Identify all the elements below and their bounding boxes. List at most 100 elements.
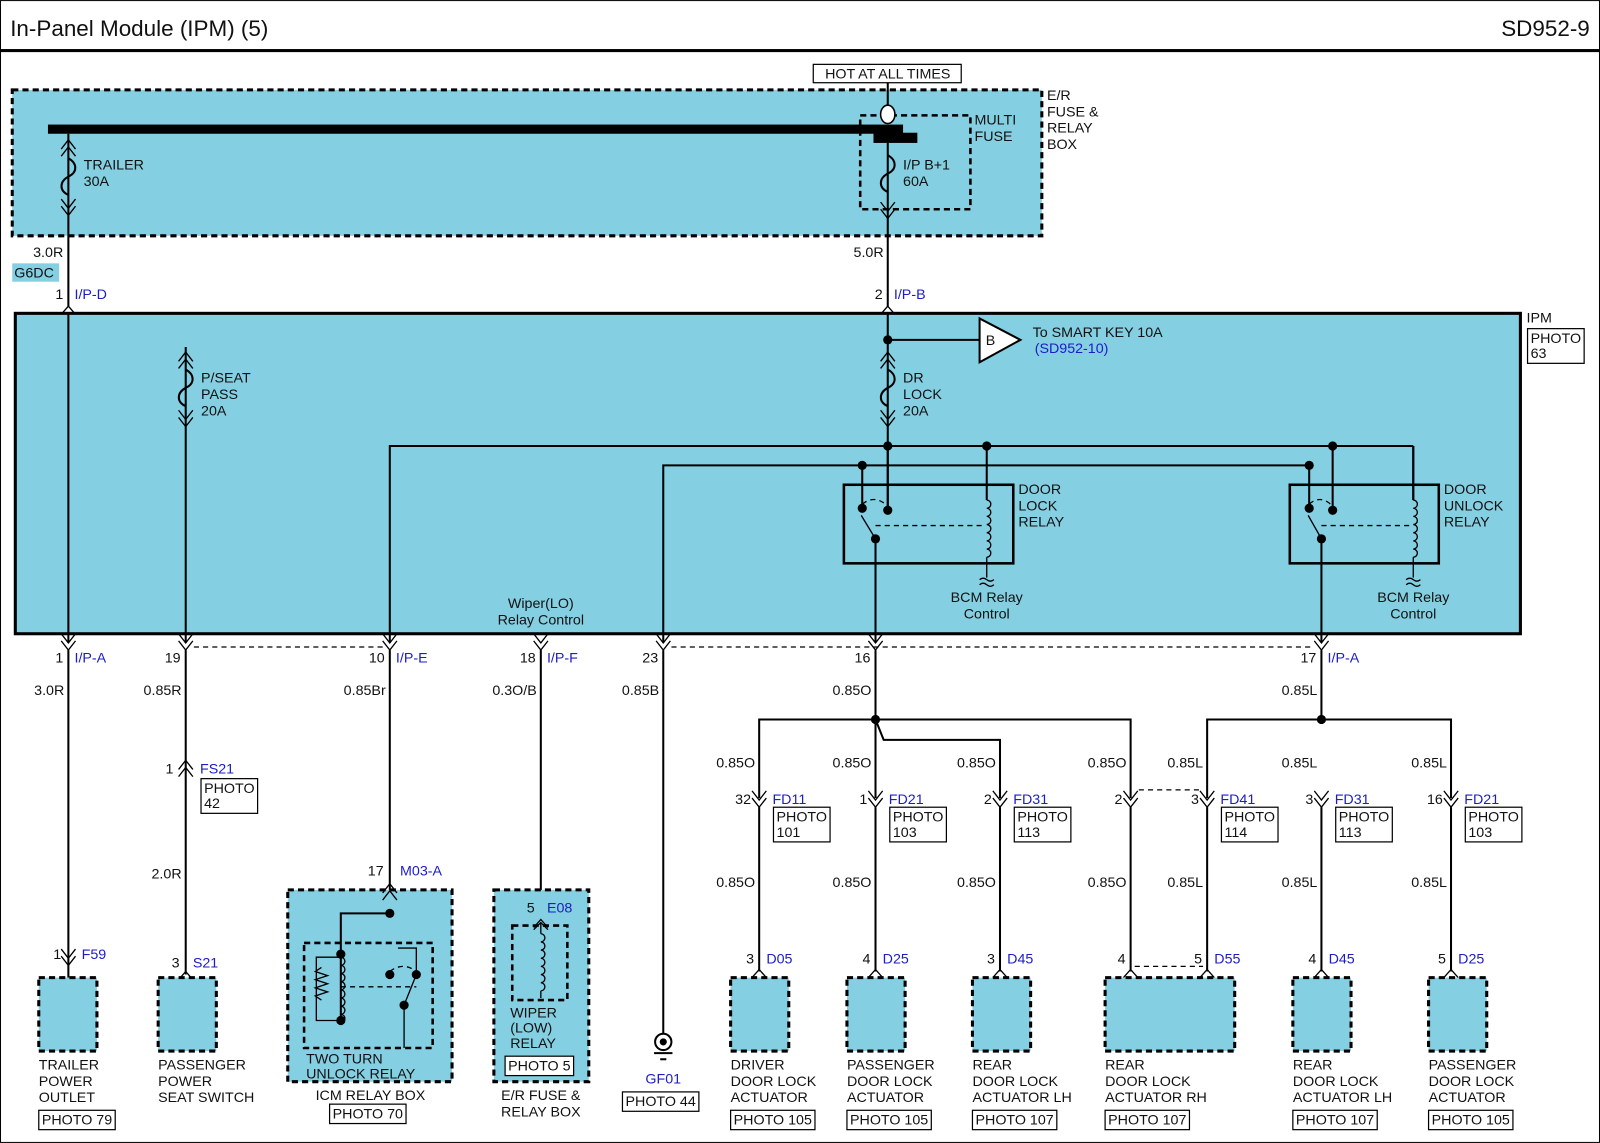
relay-armature-icon	[1308, 498, 1334, 507]
photo-ref-box	[1104, 1109, 1191, 1131]
multi-fuse-label: FUSE	[974, 129, 1012, 145]
pin-number: 1	[859, 792, 867, 808]
connector-icon	[880, 409, 896, 421]
relay-contact	[336, 1015, 346, 1026]
er-fuse-relay-box	[10, 88, 1044, 238]
photo-ref-text: 42	[204, 796, 220, 812]
photo-ref-text: PHOTO	[777, 810, 827, 826]
wiper-low-relay	[510, 924, 569, 1002]
photo-ref-box	[1335, 806, 1393, 843]
photo-ref-box	[971, 1109, 1058, 1131]
bcm-control-icon	[1405, 577, 1421, 587]
connector-id: D25	[883, 951, 909, 967]
door-lock-actuator	[1103, 976, 1237, 1053]
inline-connector-icon	[1313, 790, 1330, 802]
actuator-name: PASSENGER	[847, 1057, 935, 1073]
actuator-name: ACTUATOR	[1429, 1090, 1506, 1106]
pin-number: 19	[165, 650, 181, 666]
actuator-name: ACTUATOR	[731, 1090, 808, 1106]
pin-number: 2	[875, 287, 883, 303]
er-fuse-relay-box-wiper	[492, 888, 591, 1084]
ipm-module	[13, 311, 1522, 636]
fusible-link-icon	[879, 104, 896, 125]
wiper-photo-ref: PHOTO 5	[504, 1055, 575, 1077]
device-name: RELAY BOX	[501, 1104, 581, 1120]
ipb-fuse-icon	[879, 154, 896, 193]
pseat-fuse-icon	[177, 368, 194, 408]
photo-ref-text: PHOTO	[1017, 810, 1067, 826]
inline-connector-icon	[867, 790, 884, 802]
icm-relay-box	[286, 888, 454, 1084]
inline-connector-icon	[1199, 790, 1215, 802]
pseat-fuse-label: PASS	[201, 387, 238, 403]
smart-key-label: To SMART KEY 10A	[1033, 325, 1164, 341]
trailer-photo-ref: PHOTO 79	[38, 1109, 116, 1131]
pin-number: 18	[520, 650, 536, 666]
relay-label: UNLOCK RELAY	[306, 1067, 416, 1083]
photo-ref-box	[846, 1109, 932, 1131]
relay-box	[1288, 483, 1441, 565]
hot-at-all-times-label: HOT AT ALL TIMES	[825, 67, 950, 83]
actuator-photo-ref: PHOTO 105	[730, 1109, 816, 1131]
wire-label: 0.85O	[1088, 875, 1127, 891]
pseat-fuse-label: P/SEAT	[201, 371, 251, 387]
ipm-connector-icon	[1313, 633, 1330, 645]
pin-number: 10	[369, 650, 385, 666]
relay-contact	[336, 949, 346, 959]
connector-icon	[178, 759, 194, 770]
photo-ref-text: 103	[1468, 825, 1492, 841]
wire-label: 3.0R	[34, 683, 64, 699]
drlock-fuse-label: 20A	[903, 403, 929, 419]
passenger-power-seat-switch	[156, 976, 218, 1053]
bcm-relay-control-label: Control	[964, 606, 1010, 622]
photo-ref-box	[200, 778, 259, 814]
relay-contact	[1328, 505, 1338, 515]
ground-photo-ref: PHOTO 44	[621, 1091, 700, 1112]
relay-switch-icon	[860, 515, 877, 540]
ipm-connector-icon	[178, 633, 194, 645]
actuator-photo-ref: PHOTO 107	[971, 1109, 1058, 1131]
connector-id: D55	[1214, 951, 1240, 967]
actuator-photo-ref: PHOTO 105	[1427, 1109, 1514, 1131]
relay-coil-icon	[340, 956, 346, 1024]
pin-number: 5	[527, 900, 535, 916]
device-name: POWER	[39, 1074, 93, 1090]
wire	[388, 444, 1414, 643]
photo-ref-box	[621, 1091, 700, 1112]
terminal-icon	[880, 305, 896, 315]
connector-icon	[60, 198, 77, 210]
connector-id: I/P-B	[894, 287, 926, 303]
door-lock-actuator	[729, 976, 791, 1053]
er-box-label: RELAY	[1047, 121, 1093, 137]
connector-icon	[880, 208, 896, 220]
ipb-fuse-label: 60A	[903, 174, 929, 190]
icm-photo-ref: PHOTO 70	[328, 1103, 407, 1125]
relay-coil-icon	[986, 499, 992, 558]
connector-id: FS21	[200, 762, 234, 778]
connector-id: D45	[1007, 951, 1033, 967]
pin-number: 2	[1115, 792, 1123, 808]
ipm-label: IPM	[1527, 311, 1552, 327]
wire	[533, 921, 549, 931]
pin-number: 5	[1438, 951, 1446, 967]
photo-ref-text: PHOTO	[1468, 810, 1518, 826]
wire-label: 2.0R	[151, 867, 181, 883]
pin-number: 32	[735, 792, 751, 808]
actuator-terminal-icon	[1199, 968, 1215, 979]
connector-id: FD11	[772, 792, 806, 808]
relay-coil-icon	[540, 933, 546, 992]
device-name: E/R FUSE &	[501, 1088, 581, 1104]
wiper-relay-control-label: Relay Control	[498, 613, 584, 629]
wire	[1206, 718, 1453, 799]
photo-ref-text: 63	[1531, 346, 1547, 362]
connector-icon	[60, 145, 77, 157]
relay-box	[842, 483, 1015, 565]
actuator-name: ACTUATOR LH	[972, 1090, 1071, 1106]
ipm-connector-icon	[533, 633, 549, 645]
inline-connector-icon	[751, 790, 767, 802]
pin-number: 1	[55, 650, 63, 666]
